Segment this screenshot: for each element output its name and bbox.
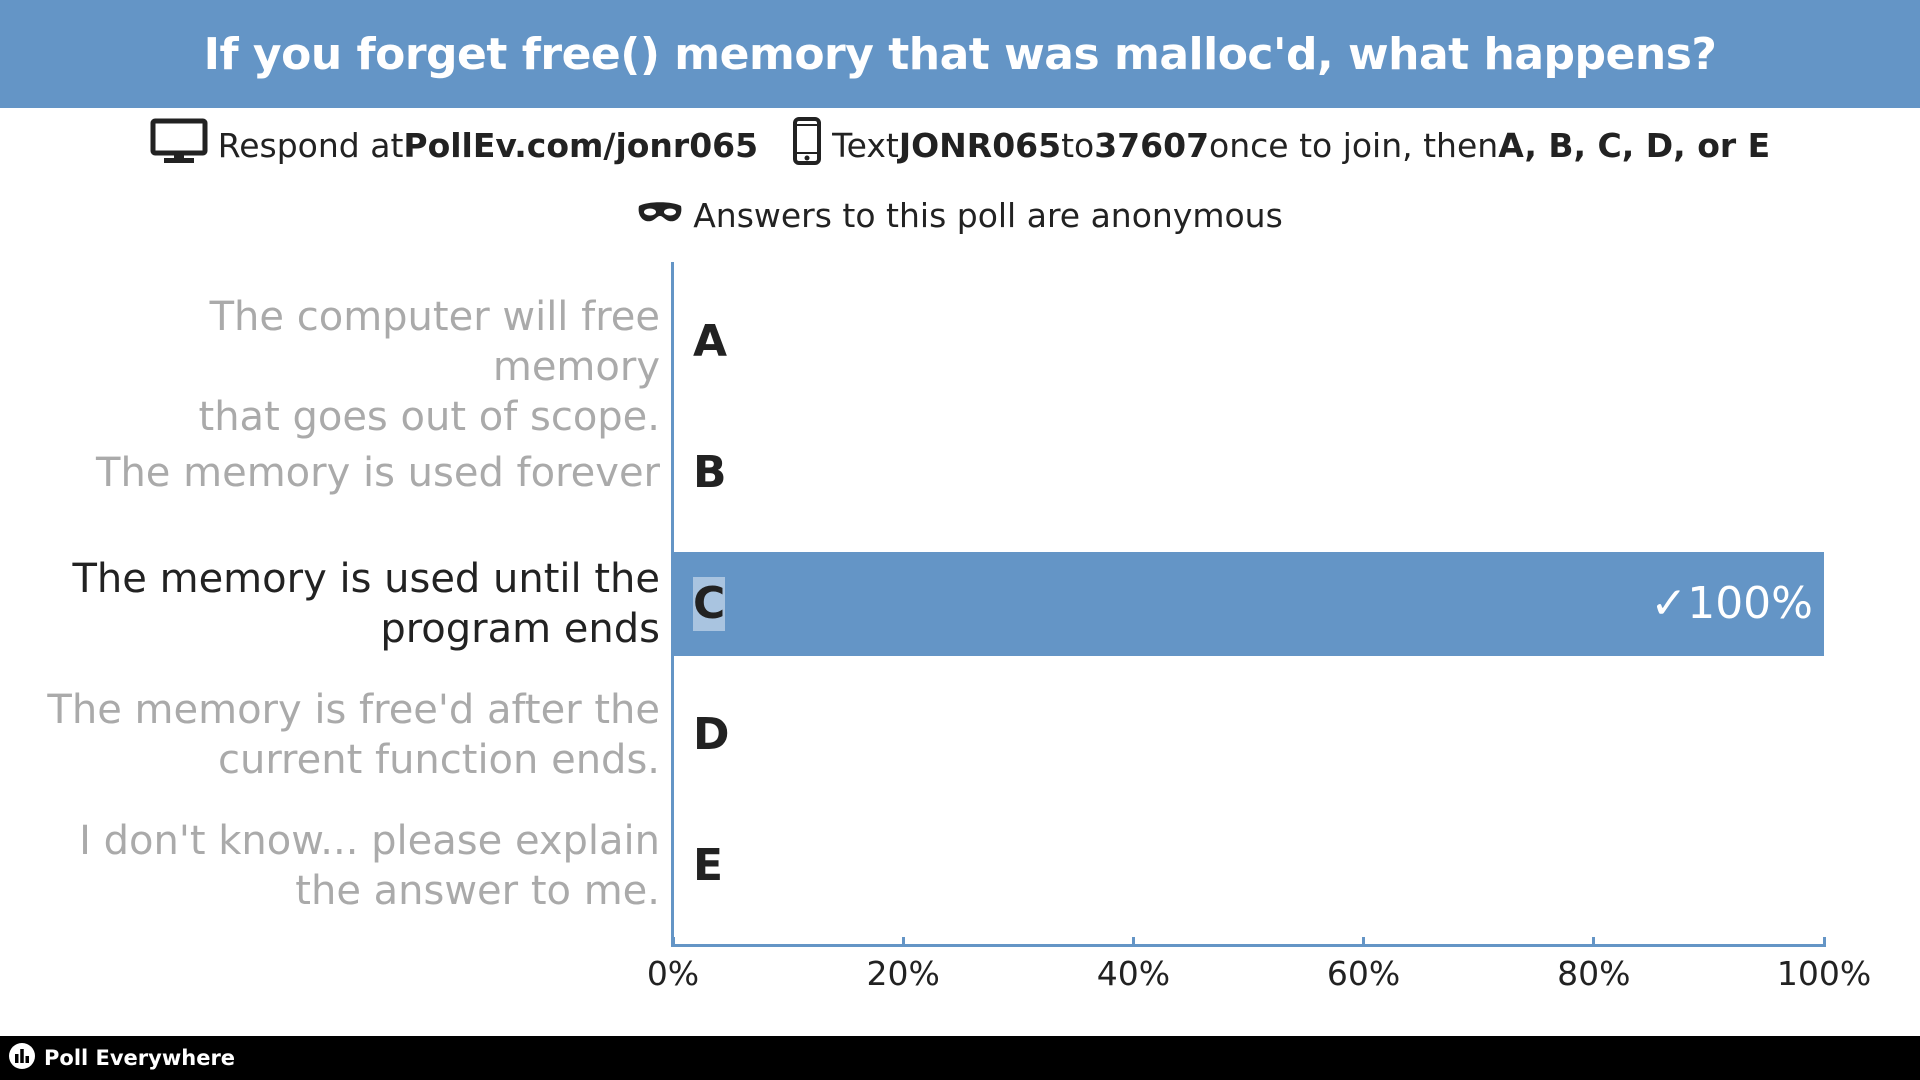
choice-label-b: The memory is used forever (40, 448, 660, 498)
choice-label-line: The memory is free'd after the (47, 687, 660, 733)
choice-label-line: The computer will free memory (209, 294, 660, 390)
choice-label-line: The memory is used forever (96, 450, 660, 496)
choice-letter-b: B (693, 447, 727, 498)
x-tick-label: 40% (1096, 954, 1171, 993)
x-tick (671, 937, 675, 947)
anonymous-notice: Answers to this poll are anonymous (0, 182, 1920, 248)
choice-label-a: The computer will free memory that goes o… (40, 292, 660, 442)
choice-letter-d: D (693, 709, 730, 760)
x-tick (1822, 937, 1826, 947)
x-tick-label: 20% (866, 954, 940, 993)
x-tick-label: 100% (1776, 954, 1872, 993)
text-prefix: Text (832, 125, 899, 165)
x-axis-line (671, 944, 1826, 947)
x-tick-label: 80% (1557, 954, 1631, 993)
choice-letter-e: E (693, 840, 724, 891)
bar-value-label: ✓100% (1650, 578, 1813, 629)
text-code: JONR065 (898, 125, 1062, 165)
choice-label-line: the answer to me. (295, 868, 660, 914)
footer-bar: Poll Everywhere (0, 1036, 1920, 1080)
choice-letter-c: C (693, 577, 726, 631)
y-axis-line (671, 262, 674, 944)
respond-prefix: Respond at (217, 125, 404, 165)
x-tick-label: 60% (1326, 954, 1401, 993)
choice-letter-a: A (693, 316, 728, 367)
choice-label-line: program ends (380, 606, 660, 652)
text-options: A, B, C, D, or E (1498, 125, 1771, 165)
text-once: once to join, then (1209, 125, 1499, 165)
choice-label-line: The memory is used until the (72, 556, 661, 602)
respond-instructions: Respond at PollEv.com/jonr065 Text JONR0… (0, 112, 1920, 178)
text-to: to (1061, 125, 1095, 165)
x-tick-label: 0% (646, 954, 700, 993)
bar-c (674, 552, 1824, 656)
monitor-icon (150, 118, 208, 172)
poll-title: If you forget free() memory that was mal… (203, 28, 1717, 80)
respond-url[interactable]: PollEv.com/jonr065 (403, 125, 759, 165)
footer-brand: Poll Everywhere (44, 1046, 236, 1070)
choice-label-line: I don't know... please explain (79, 818, 660, 864)
x-tick (1362, 937, 1366, 947)
choice-label-line: that goes out of scope. (198, 394, 660, 440)
poll-everywhere-logo-icon (8, 1042, 36, 1075)
anonymous-text: Answers to this poll are anonymous (693, 195, 1283, 235)
poll-title-bar: If you forget free() memory that was mal… (0, 0, 1920, 108)
choice-label-d: The memory is free'd after the current fu… (40, 685, 660, 785)
text-number: 37607 (1094, 125, 1210, 165)
x-tick (1131, 937, 1135, 947)
x-tick (1592, 937, 1596, 947)
phone-icon (792, 117, 822, 173)
choice-label-c: The memory is used until the program ends (40, 554, 661, 654)
mask-icon (637, 196, 683, 235)
choice-label-e: I don't know... please explain the answer… (40, 816, 660, 916)
x-tick (901, 937, 905, 947)
choice-label-line: current function ends. (217, 737, 660, 783)
